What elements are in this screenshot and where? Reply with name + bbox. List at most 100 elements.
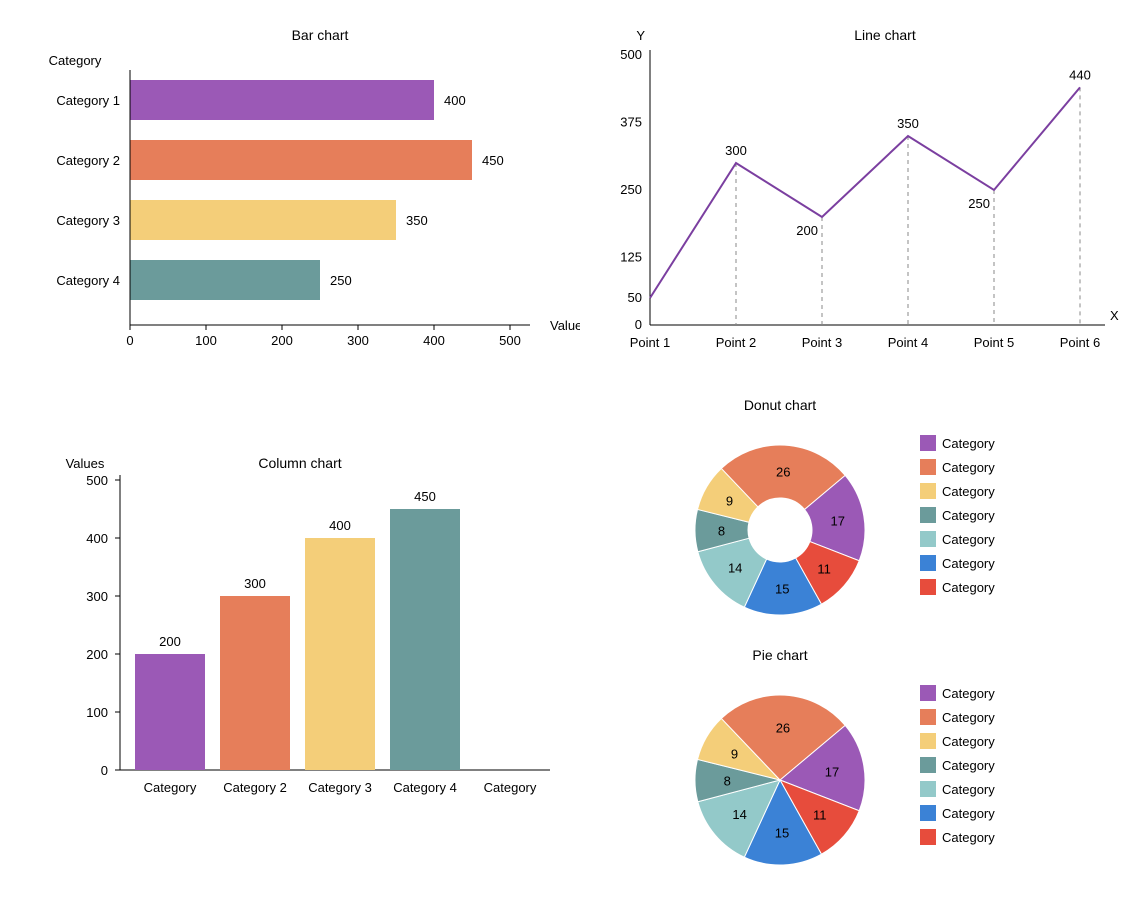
x-tick: Point 2 — [716, 335, 756, 350]
slice-label: 14 — [732, 807, 746, 822]
y-tick: 300 — [86, 589, 108, 604]
x-category: Category 4 — [393, 780, 457, 795]
value-label: 450 — [414, 489, 436, 504]
y-tick: 100 — [86, 705, 108, 720]
legend-label: Category — [942, 460, 995, 475]
legend-swatch — [920, 733, 936, 749]
point-label: 440 — [1069, 67, 1091, 82]
legend-label: Category — [942, 758, 995, 773]
legend-label: Category — [942, 436, 995, 451]
category-label: Category 1 — [56, 93, 120, 108]
category-label: Category 2 — [56, 153, 120, 168]
y-axis-label: Category — [49, 53, 102, 68]
x-tick: Point 1 — [630, 335, 670, 350]
x-tick: 0 — [126, 333, 133, 348]
slice-label: 26 — [776, 465, 790, 480]
x-tick: 400 — [423, 333, 445, 348]
slice-label: 8 — [718, 523, 725, 538]
legend-swatch — [920, 757, 936, 773]
y-axis-label: Values — [66, 456, 105, 471]
legend-swatch — [920, 459, 936, 475]
legend-label: Category — [942, 556, 995, 571]
x-tick: 200 — [271, 333, 293, 348]
circular-charts-panel: Donut chart171115148926CategoryCategoryC… — [590, 390, 1129, 890]
x-category: Category — [144, 780, 197, 795]
slice-label: 11 — [813, 808, 827, 823]
legend-swatch — [920, 805, 936, 821]
y-tick: 500 — [620, 47, 642, 62]
legend-label: Category — [942, 734, 995, 749]
column — [135, 654, 205, 770]
pie-chart: Pie chart171115148926CategoryCategoryCat… — [590, 640, 1129, 890]
x-tick: 300 — [347, 333, 369, 348]
x-tick: Point 6 — [1060, 335, 1100, 350]
value-label: 300 — [244, 576, 266, 591]
chart-title: Bar chart — [292, 27, 349, 43]
chart-title: Line chart — [854, 27, 916, 43]
y-tick: 0 — [101, 763, 108, 778]
line-series — [650, 87, 1080, 298]
x-category: Category 2 — [223, 780, 287, 795]
point-label: 200 — [796, 223, 818, 238]
value-label: 200 — [159, 634, 181, 649]
slice-label: 17 — [830, 513, 844, 528]
value-label: 350 — [406, 213, 428, 228]
y-tick: 500 — [86, 473, 108, 488]
legend-swatch — [920, 507, 936, 523]
slice-label: 15 — [775, 581, 789, 596]
value-label: 400 — [444, 93, 466, 108]
y-tick: 250 — [620, 182, 642, 197]
column — [220, 596, 290, 770]
legend-swatch — [920, 555, 936, 571]
legend-label: Category — [942, 508, 995, 523]
slice-label: 9 — [731, 746, 738, 761]
y-tick: 0 — [635, 317, 642, 332]
bar — [130, 140, 472, 180]
slice-label: 11 — [817, 561, 831, 576]
legend-label: Category — [942, 532, 995, 547]
legend-label: Category — [942, 484, 995, 499]
point-label: 300 — [725, 143, 747, 158]
bar-chart: Bar chart Category Category 1 400 Category 2… — [20, 20, 580, 380]
legend-swatch — [920, 483, 936, 499]
slice-label: 26 — [776, 720, 790, 735]
legend-label: Category — [942, 580, 995, 595]
x-tick: 100 — [195, 333, 217, 348]
x-category: Category 3 — [308, 780, 372, 795]
x-axis-label: Values — [550, 318, 580, 333]
donut-chart: Donut chart 17 11 15 14 89 26 Category Category C… — [590, 390, 1129, 640]
bar — [130, 260, 320, 300]
x-tick: Point 3 — [802, 335, 842, 350]
y-tick: 375 — [620, 115, 642, 130]
legend-label: Category — [942, 686, 995, 701]
legend-label: Category — [942, 806, 995, 821]
line-chart-panel: Line chartY050125250375500X3002003502504… — [590, 20, 1129, 380]
column — [305, 538, 375, 770]
x-tick: Point 5 — [974, 335, 1014, 350]
slice-label: 8 — [724, 773, 731, 788]
x-axis-label: X — [1110, 308, 1119, 323]
bar — [130, 200, 396, 240]
y-tick: 125 — [620, 250, 642, 265]
line-chart: Line chartY050125250375500X3002003502504… — [590, 20, 1129, 380]
x-tick: Point 4 — [888, 335, 928, 350]
slice-label: 14 — [728, 561, 742, 576]
column — [390, 509, 460, 770]
category-label: Category 3 — [56, 213, 120, 228]
value-label: 450 — [482, 153, 504, 168]
slice-label: 9 — [726, 494, 733, 509]
legend-label: Category — [942, 710, 995, 725]
bar-chart-panel: Bar chart Category Category 1 400 Category 2… — [20, 20, 580, 380]
y-tick: 400 — [86, 531, 108, 546]
slice-label: 17 — [825, 764, 839, 779]
chart-title: Column chart — [258, 455, 341, 471]
category-label: Category 4 — [56, 273, 120, 288]
point-label: 250 — [968, 196, 990, 211]
legend-swatch — [920, 435, 936, 451]
legend-swatch — [920, 685, 936, 701]
point-label: 350 — [897, 116, 919, 131]
legend-swatch — [920, 709, 936, 725]
y-axis-label: Y — [636, 28, 645, 43]
chart-title: Donut chart — [744, 397, 816, 413]
value-label: 250 — [330, 273, 352, 288]
